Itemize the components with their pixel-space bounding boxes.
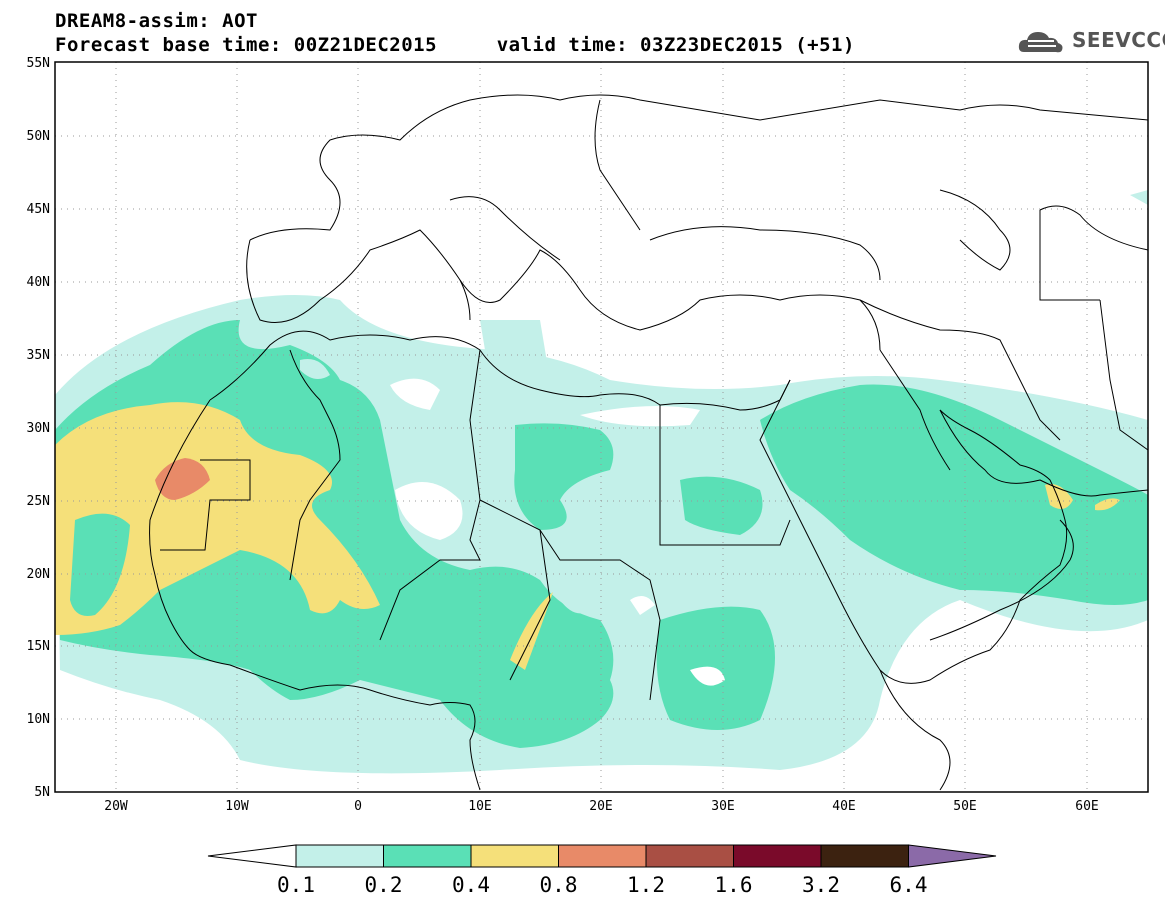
lat-tick: 35N — [27, 348, 50, 363]
seevccc-logo-text: SEEVCCC — [1072, 28, 1165, 52]
colorbar-bin — [470, 844, 559, 868]
lat-tick: 15N — [27, 639, 50, 654]
lat-tick: 50N — [27, 129, 50, 144]
colorbar-bin — [820, 844, 909, 868]
colorbar-label: 0.2 — [365, 873, 403, 897]
lat-tick: 20N — [27, 567, 50, 582]
lon-tick: 60E — [1075, 799, 1098, 814]
colorbar-label: 0.4 — [452, 873, 490, 897]
lon-tick: 40E — [832, 799, 855, 814]
lat-tick: 45N — [27, 202, 50, 217]
lat-tick: 30N — [27, 421, 50, 436]
lon-tick: 10W — [225, 799, 249, 814]
longitude-axis: 20W 10W 0 10E 20E 30E 40E 50E 60E — [104, 799, 1098, 814]
lat-tick: 55N — [27, 56, 50, 71]
lon-tick: 10E — [468, 799, 491, 814]
colorbar-label: 1.6 — [715, 873, 753, 897]
map-frame — [54, 61, 1149, 793]
coastlines — [149, 94, 1148, 791]
lat-tick: 25N — [27, 494, 50, 509]
lon-tick: 20E — [589, 799, 612, 814]
colorbar-label: 0.1 — [277, 873, 315, 897]
forecast-time-subtitle: Forecast base time: 00Z21DEC2015 valid t… — [55, 34, 855, 56]
colorbar-label: 3.2 — [802, 873, 840, 897]
colorbar-label: 1.2 — [627, 873, 665, 897]
aot-level-0.8 — [155, 458, 210, 500]
colorbar — [207, 844, 997, 868]
colorbar-bin — [558, 844, 647, 868]
colorbar-bin — [733, 844, 822, 868]
lon-tick: 20W — [104, 799, 128, 814]
lat-tick: 10N — [27, 712, 50, 727]
lon-tick: 30E — [711, 799, 734, 814]
gridlines — [55, 62, 1148, 792]
colorbar-labels: 0.1 0.2 0.4 0.8 1.2 1.6 3.2 6.4 — [277, 873, 927, 897]
colorbar-high-arrow — [908, 844, 997, 868]
colorbar-bin — [645, 844, 734, 868]
colorbar-label: 0.8 — [540, 873, 578, 897]
map-title: DREAM8-assim: AOT — [55, 10, 258, 32]
colorbar-low-arrow — [207, 844, 297, 868]
lon-tick: 0 — [354, 799, 362, 814]
lat-tick: 5N — [34, 785, 50, 800]
colorbar-label: 6.4 — [890, 873, 928, 897]
lat-tick: 40N — [27, 275, 50, 290]
aot-level-0.4 — [55, 402, 380, 635]
aot-shading — [55, 190, 1148, 774]
latitude-axis: 55N 50N 45N 40N 35N 30N 25N 20N 15N 10N … — [27, 56, 50, 800]
colorbar-bin — [295, 844, 384, 868]
lon-tick: 50E — [953, 799, 976, 814]
colorbar-bin — [383, 844, 472, 868]
cloud-logo-icon — [1018, 32, 1063, 53]
